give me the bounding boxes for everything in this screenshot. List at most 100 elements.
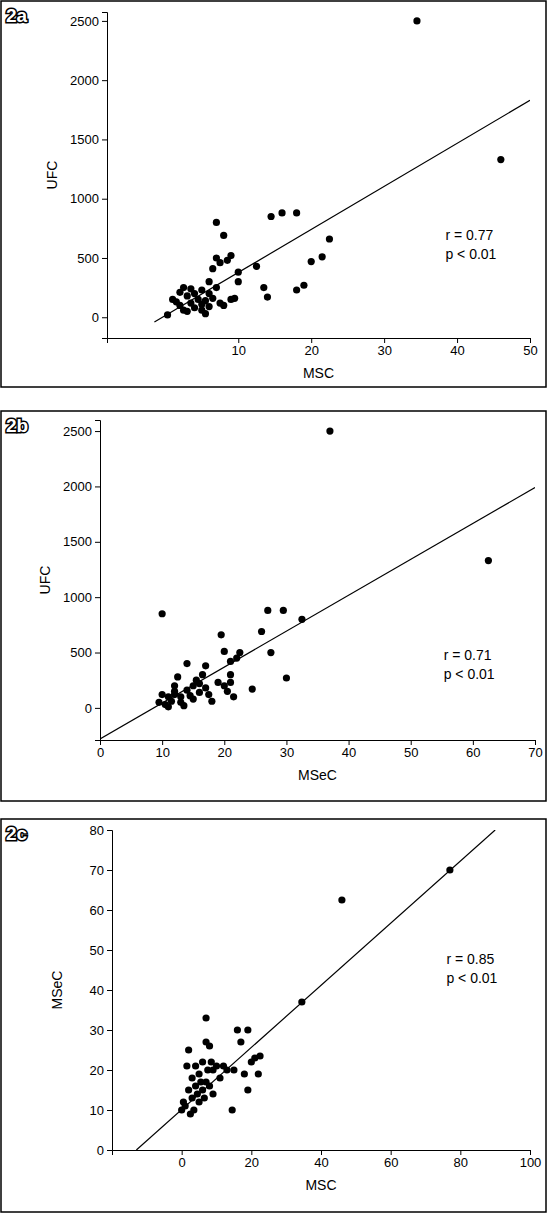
panel-label: 2a	[6, 5, 28, 26]
y-tick: 50	[90, 943, 112, 958]
data-point	[214, 679, 221, 686]
annotation: r = 0.85	[446, 951, 494, 967]
x-tick-label: 20	[245, 1155, 259, 1170]
data-point	[202, 310, 209, 317]
x-tick: 30	[377, 338, 391, 358]
y-axis: 0 10 20 30 40 50 60 70 80	[90, 823, 113, 1158]
data-point	[190, 695, 197, 702]
data-point	[184, 292, 191, 299]
y-tick: 10	[90, 1103, 112, 1118]
data-point	[234, 1026, 241, 1033]
x-axis-title: MSC	[303, 365, 334, 381]
x-tick: 20	[218, 740, 232, 760]
panel: 102030405005001000150020002500MSCUFC2ar …	[1, 1, 546, 387]
data-point	[159, 691, 166, 698]
data-point	[236, 649, 243, 656]
y-tick-label: 80	[90, 823, 104, 838]
data-point	[191, 304, 198, 311]
x-axis: 010203040506070	[97, 740, 543, 760]
y-tick-label: 30	[90, 1023, 104, 1038]
y-tick-label: 40	[90, 983, 104, 998]
x-axis-title: MSC	[305, 1177, 336, 1193]
x-tick-label: 10	[232, 343, 246, 358]
data-point	[209, 295, 216, 302]
annotation: p < 0.01	[445, 246, 496, 262]
y-tick-label: 1500	[63, 534, 92, 549]
y-tick-label: 500	[77, 251, 99, 266]
data-point	[260, 284, 267, 291]
data-point	[278, 209, 285, 216]
data-point	[326, 427, 333, 434]
y-tick-mark	[102, 258, 107, 259]
x-axis: 0 20 40 60 80 100	[113, 1150, 542, 1170]
data-point	[220, 232, 227, 239]
data-point	[213, 219, 220, 226]
y-tick-label: 2500	[63, 424, 92, 439]
data-point	[227, 679, 234, 686]
y-axis: 05001000150020002500	[63, 421, 100, 741]
data-point	[202, 684, 209, 691]
y-tick: 500	[77, 251, 107, 266]
data-point	[264, 607, 271, 614]
y-tick: 20	[90, 1063, 112, 1078]
plot-area	[100, 427, 535, 738]
x-tick-label: 20	[218, 745, 232, 760]
x-tick-label: 40	[314, 1155, 328, 1170]
data-point	[230, 1066, 237, 1073]
y-tick-mark	[107, 1110, 112, 1111]
data-point	[264, 294, 271, 301]
data-point	[244, 1026, 251, 1033]
x-tick: 20	[245, 1150, 259, 1170]
y-tick-label: 60	[90, 903, 104, 918]
data-point	[206, 1042, 213, 1049]
x-tick: 40	[450, 338, 464, 358]
fit-line	[136, 830, 495, 1150]
y-tick: 40	[90, 983, 112, 998]
y-tick: 1000	[63, 590, 100, 605]
data-point	[180, 702, 187, 709]
y-tick: 0	[85, 701, 100, 716]
data-point	[184, 308, 191, 315]
x-tick: 0	[179, 1150, 186, 1170]
y-axis-line	[107, 831, 113, 1151]
y-tick: 80	[90, 823, 112, 838]
panel-label: 2c	[6, 823, 28, 844]
x-tick-label: 80	[454, 1155, 468, 1170]
x-tick-label: 60	[466, 745, 480, 760]
y-tick-label: 2500	[70, 14, 99, 29]
x-tick: 40	[314, 1150, 328, 1170]
y-tick: 2000	[63, 479, 100, 494]
annotation: p < 0.01	[444, 666, 495, 682]
data-point	[231, 295, 238, 302]
panel-label: 2b	[6, 415, 28, 436]
data-point	[319, 253, 326, 260]
x-tick-label: 60	[384, 1155, 398, 1170]
x-tick-label: 100	[520, 1155, 542, 1170]
data-point	[185, 1086, 192, 1093]
x-tick: 0	[97, 740, 104, 760]
x-tick-label: 30	[377, 343, 391, 358]
data-point	[209, 1090, 216, 1097]
data-point	[227, 252, 234, 259]
y-tick-mark	[95, 653, 100, 654]
x-tick: 80	[454, 1150, 468, 1170]
data-point	[237, 1038, 244, 1045]
y-tick-label: 0	[97, 1143, 104, 1158]
fit-line	[154, 100, 530, 322]
panel-frame	[1, 411, 546, 801]
y-tick-label: 70	[90, 863, 104, 878]
y-tick: 0	[97, 1143, 112, 1158]
data-point	[192, 1062, 199, 1069]
y-tick-label: 0	[85, 701, 92, 716]
y-tick-mark	[95, 486, 100, 487]
y-tick-mark	[107, 870, 112, 871]
y-tick-mark	[102, 21, 107, 22]
y-tick-mark	[102, 199, 107, 200]
y-tick-mark	[107, 1070, 112, 1071]
data-point	[227, 671, 234, 678]
annotation: p < 0.01	[446, 970, 497, 986]
figure: 102030405005001000150020002500MSCUFC2ar …	[0, 0, 548, 1214]
x-tick-label: 0	[97, 745, 104, 760]
data-point	[171, 682, 178, 689]
x-tick: 60	[466, 740, 480, 760]
